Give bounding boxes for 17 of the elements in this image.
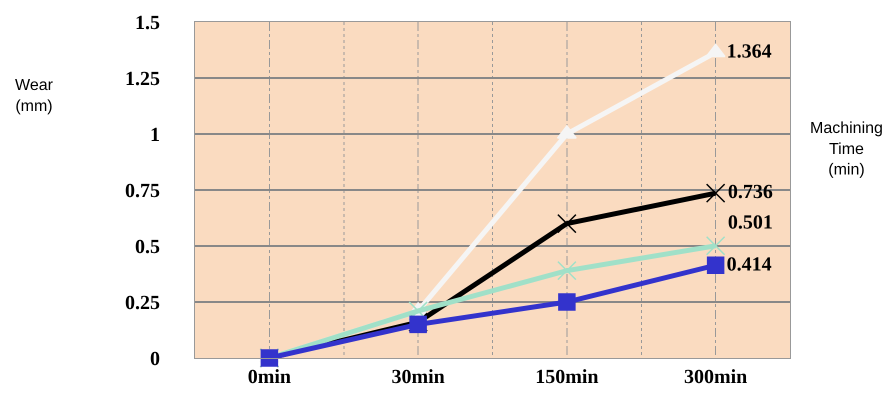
- x-tick-label: 300min: [684, 366, 748, 388]
- y-tick-label: 0: [150, 348, 160, 370]
- y-tick-label: 0.5: [135, 236, 160, 258]
- data-label: 1.364: [726, 40, 772, 62]
- y-tick-label: 1.5: [135, 12, 160, 34]
- x-tick-label: 30min: [391, 366, 445, 388]
- y-tick-label: 0.75: [125, 180, 160, 202]
- y-tick-label: 0.25: [125, 292, 160, 314]
- y-tick-label: 1: [150, 124, 160, 146]
- x-tick-label: 0min: [248, 366, 292, 388]
- y-axis-title: Wear (mm): [15, 77, 54, 115]
- x-axis-title: Machining Time (min): [810, 120, 883, 179]
- x-tick-label: 150min: [535, 366, 599, 388]
- data-label: 0.736: [728, 181, 773, 204]
- y-tick-label: 1.25: [125, 68, 160, 90]
- data-label: 0.414: [726, 253, 772, 276]
- data-label: 0.501: [728, 212, 773, 234]
